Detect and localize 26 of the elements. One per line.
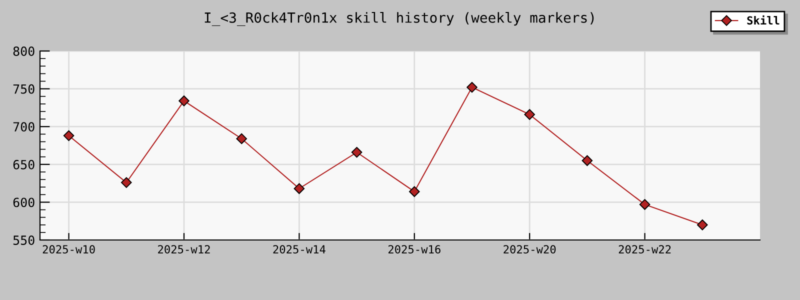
- x-tick-label: 2025-w12: [158, 245, 210, 254]
- y-tick-label: 550: [13, 236, 34, 245]
- x-tick-label: 2025-w16: [388, 245, 440, 254]
- x-tick-label: 2025-w20: [504, 245, 556, 254]
- chart-title: I_<3_R0ck4Tr0n1x skill history (weekly markers): [204, 12, 594, 26]
- point: [178, 96, 190, 106]
- y-tick-label: 650: [13, 160, 34, 170]
- point: [409, 186, 420, 198]
- point: [351, 146, 362, 158]
- point: [63, 130, 74, 142]
- y-tick-label: 750: [13, 84, 34, 94]
- y-tick-label: 600: [13, 198, 34, 208]
- point: [524, 109, 535, 120]
- point: [697, 219, 708, 230]
- x-tick-label: 2025-w14: [273, 245, 326, 254]
- point: [582, 155, 593, 166]
- legend-label: Skill: [747, 15, 780, 25]
- y-tick-label: 700: [13, 122, 34, 132]
- y-tick-label: 800: [13, 46, 34, 56]
- point: [639, 199, 650, 210]
- point: [294, 183, 305, 194]
- x-tick-label: 2025-w10: [42, 245, 95, 254]
- point: [466, 82, 478, 93]
- point: [121, 177, 132, 188]
- point: [236, 133, 247, 144]
- x-tick-label: 2025-w22: [618, 245, 671, 254]
